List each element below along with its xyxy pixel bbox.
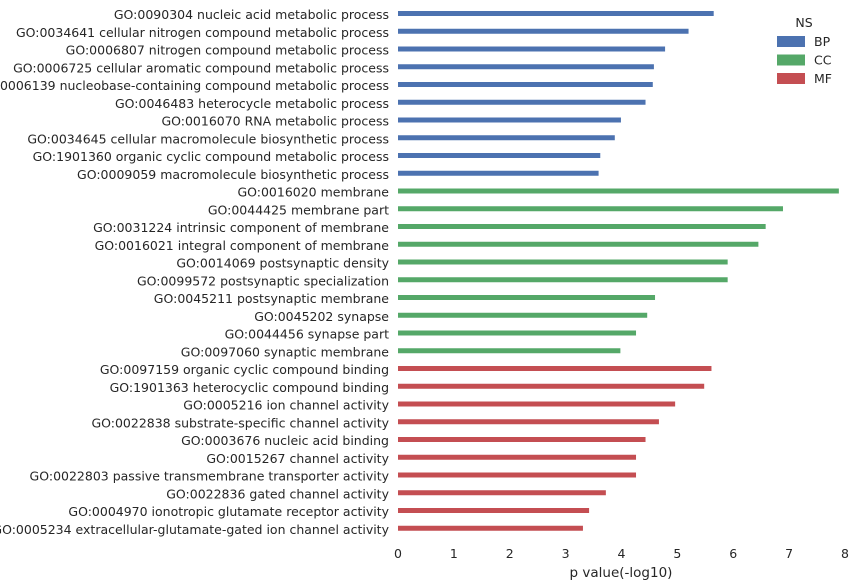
legend-label-bp: BP (814, 34, 831, 49)
bar-mf-2 (398, 401, 676, 407)
category-label: GO:0034645 cellular macromolecule biosyn… (27, 131, 389, 146)
category-label: GO:0016021 integral component of membran… (95, 238, 390, 253)
category-label: GO:0022803 passive transmembrane transpo… (30, 469, 390, 484)
x-axis-title: p value(-log10) (570, 565, 673, 581)
bar-mf-5 (398, 454, 637, 460)
category-label: GO:0046483 heterocycle metabolic process (115, 96, 389, 111)
bar-bp-4 (398, 82, 653, 87)
bar-mf-9 (398, 525, 583, 531)
x-tick-label: 7 (785, 546, 793, 561)
bar-bp-6 (398, 117, 621, 123)
x-tick-label: 8 (841, 546, 849, 561)
bar-cc-2 (398, 224, 766, 229)
category-label: GO:0004970 ionotropic glutamate receptor… (68, 504, 389, 519)
legend-label-mf: MF (814, 71, 832, 86)
category-label: GO:0090304 nucleic acid metabolic proces… (114, 7, 389, 22)
x-tick-label: 2 (506, 546, 514, 561)
category-label: GO:0044425 membrane part (208, 202, 389, 217)
bar-bp-0 (398, 11, 714, 16)
legend: NS BP CC MF (777, 15, 832, 86)
category-label: GO:0022838 substrate-specific channel ac… (91, 415, 389, 430)
bar-cc-8 (398, 330, 637, 336)
bar-cc-5 (398, 277, 728, 283)
category-label: GO:0097159 organic cyclic compound bindi… (100, 362, 389, 377)
legend-items: BP CC MF (777, 34, 832, 86)
bar-cc-4 (398, 259, 728, 265)
bar-mf-0 (398, 366, 712, 371)
category-labels: GO:0090304 nucleic acid metabolic proces… (0, 7, 390, 537)
bar-cc-7 (398, 312, 648, 318)
category-label: GO:0099572 postsynaptic specialization (137, 273, 389, 288)
category-label: GO:0097060 synaptic membrane (181, 344, 390, 359)
category-label: GO:0006725 cellular aromatic compound me… (13, 60, 389, 75)
category-label: GO:0044456 synapse part (225, 327, 389, 342)
bar-bp-8 (398, 153, 601, 158)
legend-title: NS (795, 15, 812, 30)
x-tick-label: 4 (618, 546, 626, 561)
category-label: GO:1901360 organic cyclic compound metab… (33, 149, 389, 164)
x-tick-label: 3 (562, 546, 570, 561)
bar-bp-9 (398, 170, 599, 176)
category-label: GO:0031224 intrinsic component of membra… (93, 220, 389, 235)
category-label: GO:0015267 channel activity (206, 451, 389, 466)
category-label: GO:0003676 nucleic acid binding (181, 433, 389, 448)
category-label: GO:0006807 nitrogen compound metabolic p… (66, 43, 389, 58)
legend-swatch-bp (777, 36, 805, 47)
x-tick-label: 0 (394, 546, 402, 561)
bar-bp-2 (398, 46, 666, 52)
bar-mf-4 (398, 437, 646, 442)
bar-bp-1 (398, 28, 689, 34)
legend-swatch-mf (777, 73, 805, 84)
category-label: GO:0009059 macromolecule biosynthetic pr… (77, 167, 389, 182)
bar-cc-9 (398, 348, 621, 354)
category-label: GO:0045211 postsynaptic membrane (154, 291, 390, 306)
category-label: GO:0005234 extracellular-glutamate-gated… (0, 522, 390, 537)
bar-bp-3 (398, 64, 654, 70)
bar-cc-1 (398, 206, 783, 212)
bar-mf-8 (398, 508, 590, 513)
bar-bp-5 (398, 99, 646, 105)
legend-label-cc: CC (814, 53, 832, 68)
x-axis-ticks: 0 1 2 3 4 5 6 7 8 (394, 546, 849, 561)
bar-mf-7 (398, 490, 606, 496)
x-tick-label: 6 (729, 546, 737, 561)
category-label: GO:1901363 heterocyclic compound binding (110, 380, 389, 395)
legend-swatch-cc (777, 54, 805, 66)
category-label: GO:0014069 postsynaptic density (176, 256, 389, 271)
category-label: GO:0006139 nucleobase-containing compoun… (0, 78, 389, 93)
x-tick-label: 1 (450, 546, 458, 561)
category-label: GO:0022836 gated channel activity (166, 486, 389, 501)
bar-cc-3 (398, 241, 759, 247)
bar-bp-7 (398, 135, 615, 141)
category-label: GO:0005216 ion channel activity (183, 398, 389, 413)
bar-mf-6 (398, 472, 637, 478)
bar-mf-3 (398, 419, 659, 425)
category-label: GO:0016020 membrane (237, 185, 389, 200)
bar-cc-6 (398, 295, 656, 300)
bar-cc-0 (398, 188, 839, 194)
bar-mf-1 (398, 383, 705, 389)
category-label: GO:0016070 RNA metabolic process (161, 114, 389, 129)
category-label: GO:0034641 cellular nitrogen compound me… (16, 25, 389, 40)
category-label: GO:0045202 synapse (254, 309, 389, 324)
x-tick-label: 5 (673, 546, 681, 561)
bars-layer (398, 11, 839, 531)
